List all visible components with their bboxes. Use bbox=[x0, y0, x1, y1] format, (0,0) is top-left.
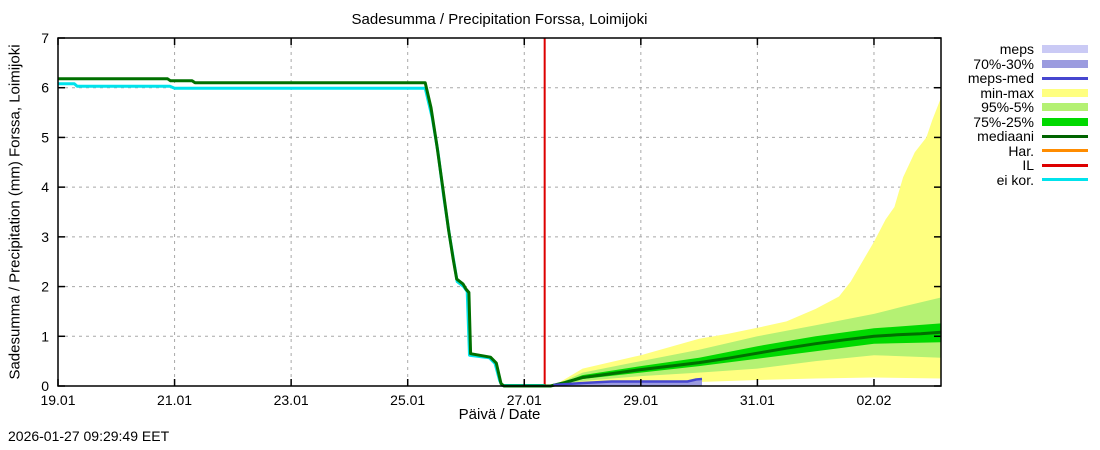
x-tick-label: 19.01 bbox=[40, 392, 75, 408]
legend-item: mediaani bbox=[968, 129, 1088, 144]
y-tick-label: 2 bbox=[41, 279, 49, 295]
x-axis-label: Päivä / Date bbox=[458, 406, 541, 423]
legend-label: 70%-30% bbox=[973, 55, 1034, 72]
y-tick-label: 1 bbox=[41, 328, 49, 344]
band-min-max bbox=[553, 97, 941, 386]
legend-item: meps-med bbox=[968, 71, 1088, 86]
y-tick-label: 0 bbox=[41, 378, 49, 394]
legend-swatch-line bbox=[1042, 149, 1088, 153]
legend-swatch-band bbox=[1042, 45, 1088, 54]
legend-swatch-line bbox=[1042, 76, 1088, 80]
legend-item: 95%-5% bbox=[968, 100, 1088, 115]
legend-swatch-line bbox=[1042, 163, 1088, 167]
legend-swatch-band bbox=[1042, 88, 1088, 97]
x-tick-label: 29.01 bbox=[623, 392, 658, 408]
x-tick-label: 02.02 bbox=[856, 392, 891, 408]
legend-label: meps-med bbox=[967, 70, 1034, 86]
legend-swatch-band bbox=[1042, 103, 1088, 112]
line-meps-med bbox=[553, 377, 703, 387]
band-70-30- bbox=[553, 380, 702, 386]
x-tick-label: 21.01 bbox=[157, 392, 192, 408]
x-tick-label: 31.01 bbox=[740, 392, 775, 408]
plot-border bbox=[57, 37, 942, 387]
legend-label: Har. bbox=[1008, 142, 1034, 159]
legend-item: min-max bbox=[968, 84, 1088, 101]
legend-item: Har. bbox=[968, 142, 1088, 159]
legend-label: mediaani bbox=[977, 128, 1034, 144]
legend: meps 70%-30% meps-med min-max 95%-5% 75%-25% m… bbox=[968, 42, 1088, 187]
legend-swatch-line bbox=[1042, 178, 1088, 182]
legend-swatch-band bbox=[1042, 59, 1088, 68]
y-tick-label: 6 bbox=[41, 80, 49, 96]
axis-ticks: 0 1 2 3 4 5 6 7 19.01 21.01 23.01 25.01 27.01 29.01 31… bbox=[40, 30, 941, 408]
legend-item: meps bbox=[968, 42, 1088, 57]
y-tick-label: 7 bbox=[41, 30, 49, 46]
line-mediaani bbox=[58, 77, 942, 388]
legend-label: IL bbox=[1022, 157, 1034, 173]
y-tick-label: 5 bbox=[41, 129, 49, 145]
legend-label: ei kor. bbox=[996, 171, 1034, 188]
legend-item: IL bbox=[968, 158, 1088, 173]
legend-item: 70%-30% bbox=[968, 55, 1088, 72]
legend-item: 75%-25% bbox=[968, 113, 1088, 130]
x-tick-label: 23.01 bbox=[274, 392, 309, 408]
legend-label: 75%-25% bbox=[973, 113, 1034, 130]
y-tick-label: 4 bbox=[41, 179, 49, 195]
forecast-bands bbox=[553, 97, 941, 386]
timestamp: 2026-01-27 09:29:49 EET bbox=[8, 428, 170, 444]
chart-title: Sadesumma / Precipitation Forssa, Loimij… bbox=[351, 11, 648, 28]
legend-item: ei kor. bbox=[968, 171, 1088, 188]
x-tick-label: 25.01 bbox=[390, 392, 425, 408]
y-axis-label: Sadesumma / Precipitation (mm) Forssa, L… bbox=[6, 44, 24, 380]
band-95-5- bbox=[553, 297, 941, 386]
legend-label: meps bbox=[999, 41, 1034, 57]
x-tick-label: 27.01 bbox=[507, 392, 542, 408]
legend-swatch-band bbox=[1042, 117, 1088, 126]
legend-label: min-max bbox=[980, 84, 1034, 101]
legend-swatch-line bbox=[1042, 134, 1088, 138]
y-tick-label: 3 bbox=[41, 229, 49, 245]
series-lines bbox=[58, 77, 942, 388]
legend-label: 95%-5% bbox=[981, 99, 1034, 115]
